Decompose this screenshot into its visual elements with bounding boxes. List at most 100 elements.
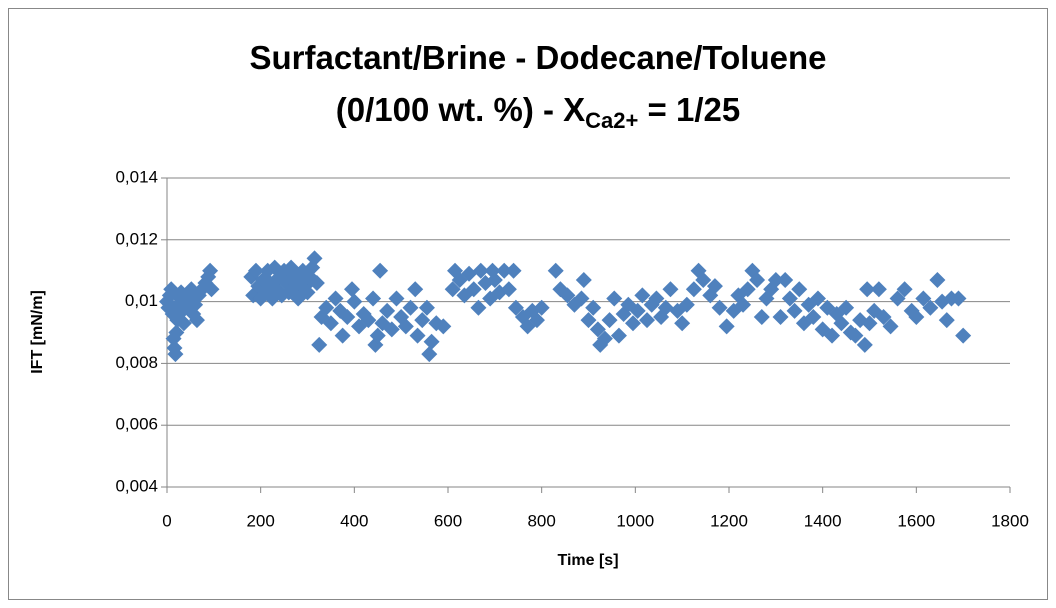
point [718,318,735,335]
point [711,299,728,316]
point [838,299,855,316]
point [674,315,691,332]
point [500,281,517,298]
point [786,302,803,319]
point [472,262,489,279]
point [777,271,794,288]
point [167,346,184,363]
point [955,327,972,344]
point [875,309,892,326]
chart-title: (0/100 wt. %) - XCa2+ = 1/25 [336,91,740,133]
point [805,309,822,326]
point [423,333,440,350]
point [606,290,623,307]
point [528,312,545,329]
y-axis-label: IFT [mN/m] [29,290,46,374]
y-tick-label: 0,01 [125,291,158,310]
point [575,271,592,288]
point [585,299,602,316]
title-line: Surfactant/Brine - Dodecane/Toluene [250,39,827,76]
point [397,318,414,335]
point [739,281,756,298]
x-tick-label: 800 [527,511,555,530]
x-tick-label: 1200 [710,511,748,530]
point [247,262,264,279]
point [833,315,850,332]
point [486,271,503,288]
point [915,290,932,307]
point [648,290,665,307]
point [856,336,873,353]
y-tick-label: 0,014 [115,167,158,186]
point [202,262,219,279]
point [749,271,766,288]
point [402,299,419,316]
point [461,265,478,282]
point [407,281,424,298]
x-axis-label: Time [s] [557,552,618,569]
point [496,262,513,279]
point [418,299,435,316]
point [334,327,351,344]
y-tick-label: 0,004 [115,476,158,495]
x-tick-label: 400 [340,511,368,530]
point [547,262,564,279]
point [372,262,389,279]
point [589,321,606,338]
point [859,281,876,298]
x-tick-label: 0 [162,511,171,530]
point [781,290,798,307]
point [322,315,339,332]
point [360,312,377,329]
point [533,299,550,316]
point [379,302,396,319]
point [383,321,400,338]
point [175,315,192,332]
point [203,281,220,298]
point [624,315,641,332]
point [735,296,752,313]
point [908,309,925,326]
point [188,312,205,329]
point [465,281,482,298]
point [470,299,487,316]
point [767,271,784,288]
x-tick-label: 1600 [897,511,935,530]
point [308,275,325,292]
x-tick-label: 1400 [804,511,842,530]
point [343,281,360,298]
point [753,309,770,326]
title-line: = 1/25 [638,91,740,128]
point [629,302,646,319]
point [809,290,826,307]
point [634,287,651,304]
point [421,346,438,363]
y-tick-label: 0,008 [115,353,158,372]
point [882,318,899,335]
point [922,299,939,316]
point [559,287,576,304]
point [824,327,841,344]
point [706,278,723,295]
point [791,281,808,298]
point [168,324,185,341]
point [580,312,597,329]
point [596,330,613,347]
point [662,281,679,298]
point [938,312,955,329]
point [414,312,431,329]
title-subscript: Ca2+ [585,108,638,133]
x-tick-label: 200 [246,511,274,530]
point [369,327,386,344]
point [318,299,335,316]
point [409,327,426,344]
point [573,290,590,307]
point [346,293,363,310]
point [601,312,618,329]
chart-title: Surfactant/Brine - Dodecane/Toluene [250,39,827,76]
point [861,315,878,332]
point [327,290,344,307]
point [435,318,452,335]
point [388,290,405,307]
